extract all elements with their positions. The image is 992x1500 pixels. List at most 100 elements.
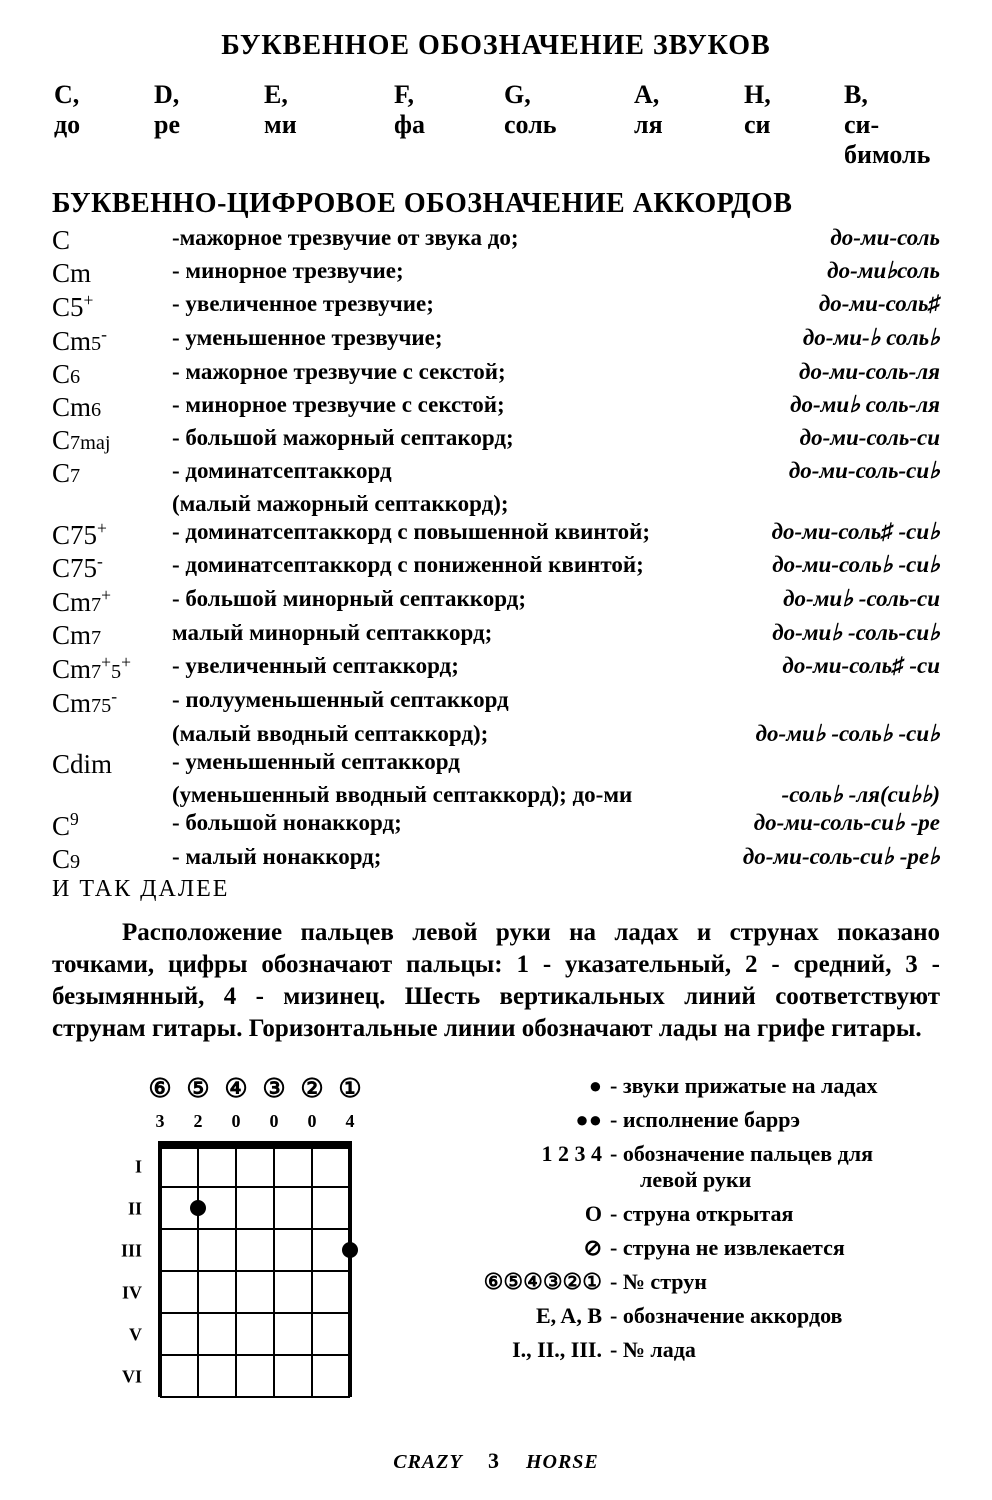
chord-table: C-мажорное трезвучие от звука до;до-ми-с… xyxy=(52,224,940,876)
note-ru: ре xyxy=(154,110,264,140)
legend-symbol: I., II., III. xyxy=(480,1337,610,1363)
chord-description: - уменьшенный септаккорд xyxy=(172,748,675,776)
section-title-1: БУКВЕННОЕ ОБОЗНАЧЕНИЕ ЗВУКОВ xyxy=(52,30,940,62)
note-lat: G, xyxy=(504,80,634,110)
svg-text:2: 2 xyxy=(194,1111,203,1131)
legend-symbol: ⑥⑤④③②① xyxy=(480,1269,610,1295)
legend-row: ●●- исполнение баррэ xyxy=(480,1107,940,1133)
note-col: E, ми xyxy=(264,80,394,170)
svg-text:III: III xyxy=(121,1240,142,1260)
chord-symbol: Cm7 xyxy=(52,619,172,652)
chord-symbol: C9 xyxy=(52,809,172,843)
legend-row: I., II., III.- № лада xyxy=(480,1337,940,1363)
legend-text: - исполнение баррэ xyxy=(610,1107,940,1133)
chord-description: - мажорное трезвучие с секстой; xyxy=(172,358,675,386)
chord-notes: до-ми-соль-си♭ xyxy=(675,457,940,485)
svg-text:VI: VI xyxy=(122,1366,142,1386)
note-col: C, до xyxy=(54,80,154,170)
legend-text: - звуки прижатые на ладах xyxy=(610,1073,940,1099)
chord-symbol: C75+ xyxy=(52,518,172,552)
legend-subtext: левой руки xyxy=(610,1167,940,1193)
legend-row: E, A, B- обозначение аккордов xyxy=(480,1303,940,1329)
svg-text:④: ④ xyxy=(224,1074,247,1103)
note-col: H, си xyxy=(744,80,844,170)
chord-description: - полууменьшенный септаккорд xyxy=(172,686,675,714)
note-ru: ми xyxy=(264,110,394,140)
chord-symbol: C9 xyxy=(52,843,172,876)
note-lat: E, xyxy=(264,80,394,110)
chord-description: - большой мажорный септакорд; xyxy=(172,424,675,452)
chord-description: - увеличенный септаккорд; xyxy=(172,652,675,680)
chord-symbol: C7 xyxy=(52,457,172,490)
chord-row: C7maj- большой мажорный септакорд;до-ми-… xyxy=(52,424,940,457)
note-col: A, ля xyxy=(634,80,744,170)
legend-row: ⑥⑤④③②①- № струн xyxy=(480,1269,940,1295)
chord-notes: до-ми-соль-си xyxy=(675,424,940,452)
svg-text:①: ① xyxy=(338,1074,361,1103)
chord-notes: до-ми-соль♯ -си♭ xyxy=(675,518,940,546)
svg-text:③: ③ xyxy=(262,1074,285,1103)
chord-description: -мажорное трезвучие от звука до; xyxy=(172,224,675,252)
svg-text:0: 0 xyxy=(270,1111,279,1131)
note-ru: си-бимоль xyxy=(844,110,938,170)
chord-row: Cm6- минорное трезвучие с секстой;до-ми♭… xyxy=(52,391,940,424)
svg-text:0: 0 xyxy=(232,1111,241,1131)
legend-text: - обозначение пальцев длялевой руки xyxy=(610,1141,940,1193)
chord-symbol: Cm75- xyxy=(52,686,172,720)
chord-symbol: Cm xyxy=(52,257,172,290)
chord-row: C75-- доминатсептаккорд с пониженной кви… xyxy=(52,551,940,585)
note-lat: D, xyxy=(154,80,264,110)
chord-row: (малый мажорный септаккорд); xyxy=(52,490,940,518)
chord-description: - доминатсептаккорд с пониженной квинтой… xyxy=(172,551,675,579)
chord-notes: до-ми♭ -соль♭ -си♭ xyxy=(675,720,940,748)
svg-text:II: II xyxy=(128,1198,142,1218)
chord-symbol: Cm6 xyxy=(52,391,172,424)
page-footer: CRAZY 3 HORSE xyxy=(0,1448,992,1474)
chord-description: - уменьшенное трезвучие; xyxy=(172,324,675,352)
note-lat: A, xyxy=(634,80,744,110)
chord-description: - минорное трезвучие с секстой; xyxy=(172,391,675,419)
chord-row: C7- доминатсептаккорддо-ми-соль-си♭ xyxy=(52,457,940,490)
chord-description: (уменьшенный вводный септаккорд); до-ми xyxy=(172,781,675,809)
chord-description: - доминатсептаккорд xyxy=(172,457,675,485)
chord-description: - минорное трезвучие; xyxy=(172,257,675,285)
chord-notes: до-ми-соль-си♭ -ре xyxy=(675,809,940,837)
chord-notes: до-ми♭соль xyxy=(675,257,940,285)
chord-row: Cdim- уменьшенный септаккорд xyxy=(52,748,940,781)
svg-text:I: I xyxy=(135,1156,142,1176)
and-so-on: И ТАК ДАЛЕЕ xyxy=(52,876,940,903)
footer-left: CRAZY xyxy=(393,1451,462,1473)
chord-description: - увеличенное трезвучие; xyxy=(172,290,675,318)
legend-symbol: ●● xyxy=(480,1107,610,1133)
legend: ●- звуки прижатые на ладах ●●- исполнение… xyxy=(472,1073,940,1438)
note-lat: F, xyxy=(394,80,504,110)
legend-row: ●- звуки прижатые на ладах xyxy=(480,1073,940,1099)
chord-row: C5+- увеличенное трезвучие;до-ми-соль♯ xyxy=(52,290,940,324)
chord-row: Cm7+5+- увеличенный септаккорд;до-ми-сол… xyxy=(52,652,940,686)
chord-row: C75+- доминатсептаккорд с повышенной кви… xyxy=(52,518,940,552)
chord-row: (малый вводный септаккорд);до-ми♭ -соль♭… xyxy=(52,720,940,748)
chord-row: C9- большой нонаккорд;до-ми-соль-си♭ -ре xyxy=(52,809,940,843)
chord-symbol: Cm7+ xyxy=(52,585,172,619)
chord-description: - большой минорный септаккорд; xyxy=(172,585,675,613)
note-letter-row: C, до D, ре E, ми F, фа G, соль A, ля H,… xyxy=(52,80,940,170)
legend-text: - обозначение аккордов xyxy=(610,1303,940,1329)
chord-row: Cm75-- полууменьшенный септаккорд xyxy=(52,686,940,720)
chord-notes: до-ми♭ -соль-си♭ xyxy=(675,619,940,647)
legend-symbol: O xyxy=(480,1201,610,1227)
svg-text:⑤: ⑤ xyxy=(186,1074,209,1103)
note-ru: фа xyxy=(394,110,504,140)
chord-notes: до-ми-соль-си♭ -ре♭ xyxy=(675,843,940,871)
note-ru: соль xyxy=(504,110,634,140)
chord-notes: до-ми-соль♯ -си xyxy=(675,652,940,680)
explanation-paragraph: Расположение пальцев левой руки на ладах… xyxy=(52,917,940,1045)
note-ru: си xyxy=(744,110,844,140)
note-col: F, фа xyxy=(394,80,504,170)
page: БУКВЕННОЕ ОБОЗНАЧЕНИЕ ЗВУКОВ C, до D, ре… xyxy=(0,0,992,1500)
legend-text: - струна не извлекается xyxy=(610,1235,940,1261)
chord-symbol: Cm5- xyxy=(52,324,172,358)
chord-notes: до-ми♭ соль-ля xyxy=(675,391,940,419)
chord-row: C-мажорное трезвучие от звука до;до-ми-с… xyxy=(52,224,940,257)
legend-row: ⊘- струна не извлекается xyxy=(480,1235,940,1261)
chord-notes: до-ми-соль xyxy=(675,224,940,252)
